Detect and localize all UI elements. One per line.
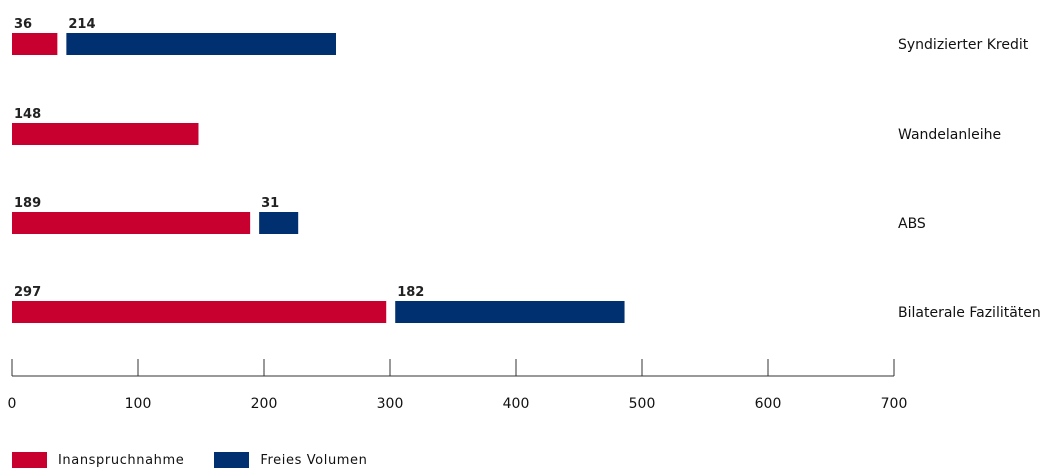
category-label-1: Syndizierter Kredit xyxy=(898,37,1029,53)
legend-label-inanspruchnahme: Inanspruchnahme xyxy=(58,452,185,468)
x-tick-label-600: 600 xyxy=(755,396,782,412)
legend-item-inanspruchnahme: Inanspruchnahme xyxy=(12,452,184,468)
category-label-3: ABS xyxy=(898,216,926,232)
data-label-inanspruchnahme-3: 189 xyxy=(14,196,41,211)
legend-swatch-inanspruchnahme xyxy=(12,452,47,468)
x-tick-label-700: 700 xyxy=(881,396,908,412)
legend-swatch-freies-volumen xyxy=(214,452,250,468)
x-tick-label-500: 500 xyxy=(629,396,656,412)
x-tick-label-100: 100 xyxy=(125,396,152,412)
data-label-freies-volumen-3: 31 xyxy=(261,196,279,211)
bar-inanspruchnahme-3 xyxy=(12,212,251,234)
bar-inanspruchnahme-4 xyxy=(12,301,387,323)
bar-inanspruchnahme-1 xyxy=(12,33,58,55)
x-tick-label-200: 200 xyxy=(251,396,278,412)
x-tick-label-400: 400 xyxy=(503,396,530,412)
x-tick-label-0: 0 xyxy=(8,396,17,412)
legend: Inanspruchnahme Freies Volumen xyxy=(12,452,397,468)
bar-freies-volumen-1 xyxy=(66,33,337,55)
data-label-inanspruchnahme-1: 36 xyxy=(14,17,32,32)
x-tick-label-300: 300 xyxy=(377,396,404,412)
category-label-4: Bilaterale Fazilitäten xyxy=(898,305,1041,321)
bar-freies-volumen-4 xyxy=(395,301,625,323)
legend-item-freies-volumen: Freies Volumen xyxy=(214,452,367,468)
data-label-inanspruchnahme-4: 297 xyxy=(14,285,41,300)
category-label-2: Wandelanleihe xyxy=(898,127,1001,143)
bar-inanspruchnahme-2 xyxy=(12,123,199,145)
data-label-freies-volumen-1: 214 xyxy=(68,17,95,32)
data-label-freies-volumen-4: 182 xyxy=(397,285,424,300)
legend-label-freies-volumen: Freies Volumen xyxy=(260,452,368,468)
data-label-inanspruchnahme-2: 148 xyxy=(14,107,41,122)
bar-freies-volumen-3 xyxy=(259,212,299,234)
